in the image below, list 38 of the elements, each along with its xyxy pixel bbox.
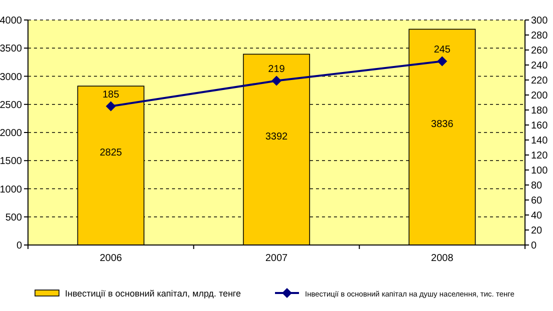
y2-tick-label: 240	[531, 60, 548, 72]
data-label: 245	[434, 44, 451, 56]
y2-tick-label: 0	[531, 240, 537, 252]
y2-tick-label: 100	[531, 166, 548, 176]
y2-tick-label: 80	[531, 180, 543, 192]
y-tick-label: 0	[16, 240, 22, 252]
y-tick-label: 4000	[0, 16, 22, 26]
point	[437, 56, 448, 66]
y2-tick-label: 40	[531, 210, 543, 222]
data-label: 3836	[431, 119, 454, 130]
y2-tick-label: 260	[531, 46, 548, 56]
point	[272, 76, 282, 86]
y-tick-label: 500	[5, 212, 22, 224]
data-label: 219	[268, 64, 286, 75]
y-tick-label: 2000	[0, 128, 22, 139]
legend-label: Інвестиції в основний капітал, млрд. тенге	[65, 288, 241, 298]
x-tick-label: 2008	[431, 253, 454, 264]
x-tick-label: 2006	[100, 253, 122, 264]
y-tick-label: 3000	[0, 72, 22, 83]
y-tick-label: 1000	[0, 184, 22, 196]
y2-tick-label: 140	[531, 136, 548, 146]
y2-tick-label: 160	[531, 120, 548, 132]
y-tick-label: 3500	[0, 44, 22, 55]
y-tick-label: 2500	[0, 100, 22, 111]
data-label: 185	[102, 89, 120, 100]
y2-tick-label: 280	[531, 30, 548, 42]
y2-tick-label: 60	[531, 196, 543, 206]
y2-tick-label: 220	[531, 76, 548, 86]
y2-tick-label: 20	[531, 226, 543, 236]
x-tick-label: 2007	[265, 253, 288, 264]
y2-tick-label: 120	[531, 150, 548, 162]
y-tick-label: 1500	[0, 156, 22, 168]
data-label: 3392	[265, 132, 288, 143]
y2-tick-label: 300	[531, 16, 548, 26]
y2-tick-label: 200	[531, 90, 548, 102]
y2-tick-label: 180	[531, 106, 548, 116]
data-label: 2825	[100, 148, 122, 159]
point	[106, 101, 116, 112]
